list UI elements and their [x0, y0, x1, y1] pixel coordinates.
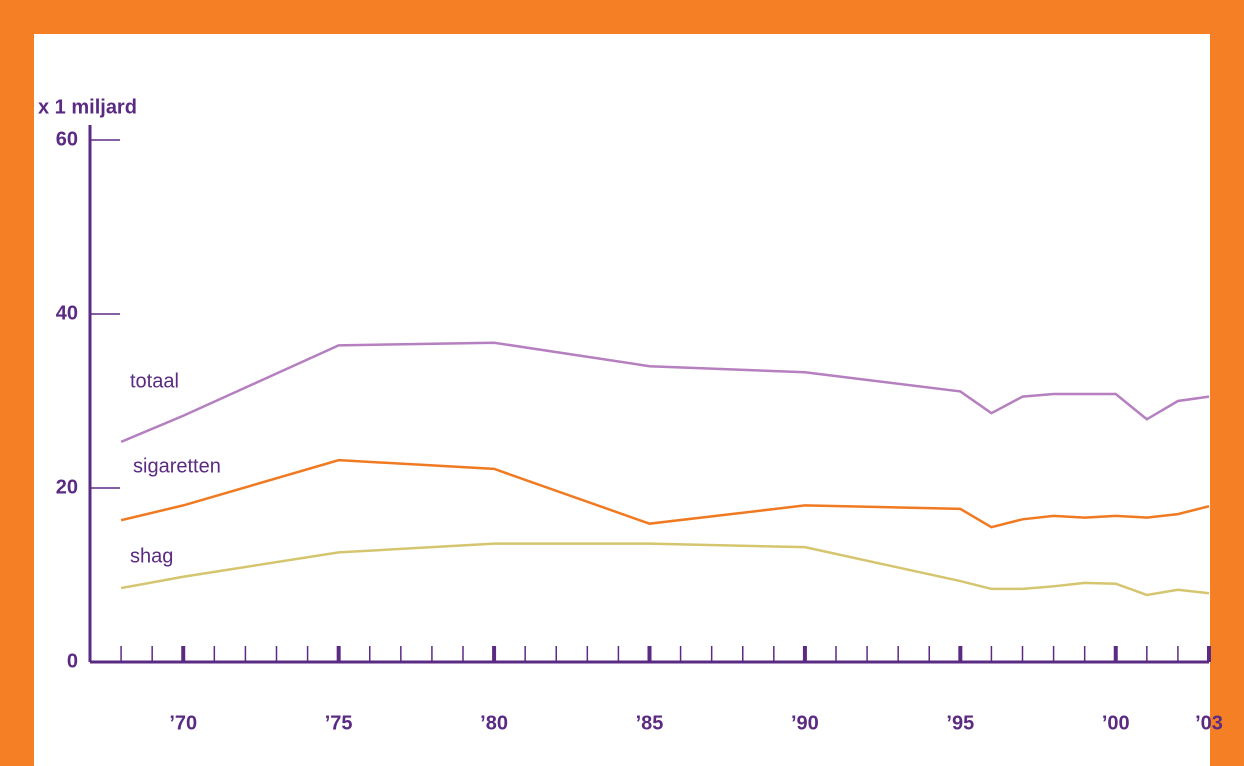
series-label: shag	[130, 545, 173, 567]
x-tick-label: ’00	[1102, 712, 1130, 734]
y-tick-label: 60	[56, 128, 78, 150]
x-tick-label: ’85	[636, 712, 664, 734]
series-label: totaal	[130, 370, 179, 392]
x-tick-label: ’95	[946, 712, 974, 734]
y-tick-label: 0	[67, 650, 78, 672]
series-label: sigaretten	[133, 455, 221, 477]
y-axis-label: x 1 miljard	[38, 96, 137, 118]
x-tick-label: ’90	[791, 712, 819, 734]
series-line	[120, 341, 1210, 444]
y-tick-label: 20	[56, 476, 78, 498]
y-tick-label: 40	[56, 302, 78, 324]
plot-background	[34, 34, 1210, 766]
x-tick-label: ’70	[169, 712, 197, 734]
x-tick-label: ’03	[1195, 712, 1223, 734]
x-tick-label: ’80	[480, 712, 508, 734]
series-line	[120, 542, 1210, 597]
x-tick-label: ’75	[325, 712, 353, 734]
series-line	[120, 458, 1210, 529]
